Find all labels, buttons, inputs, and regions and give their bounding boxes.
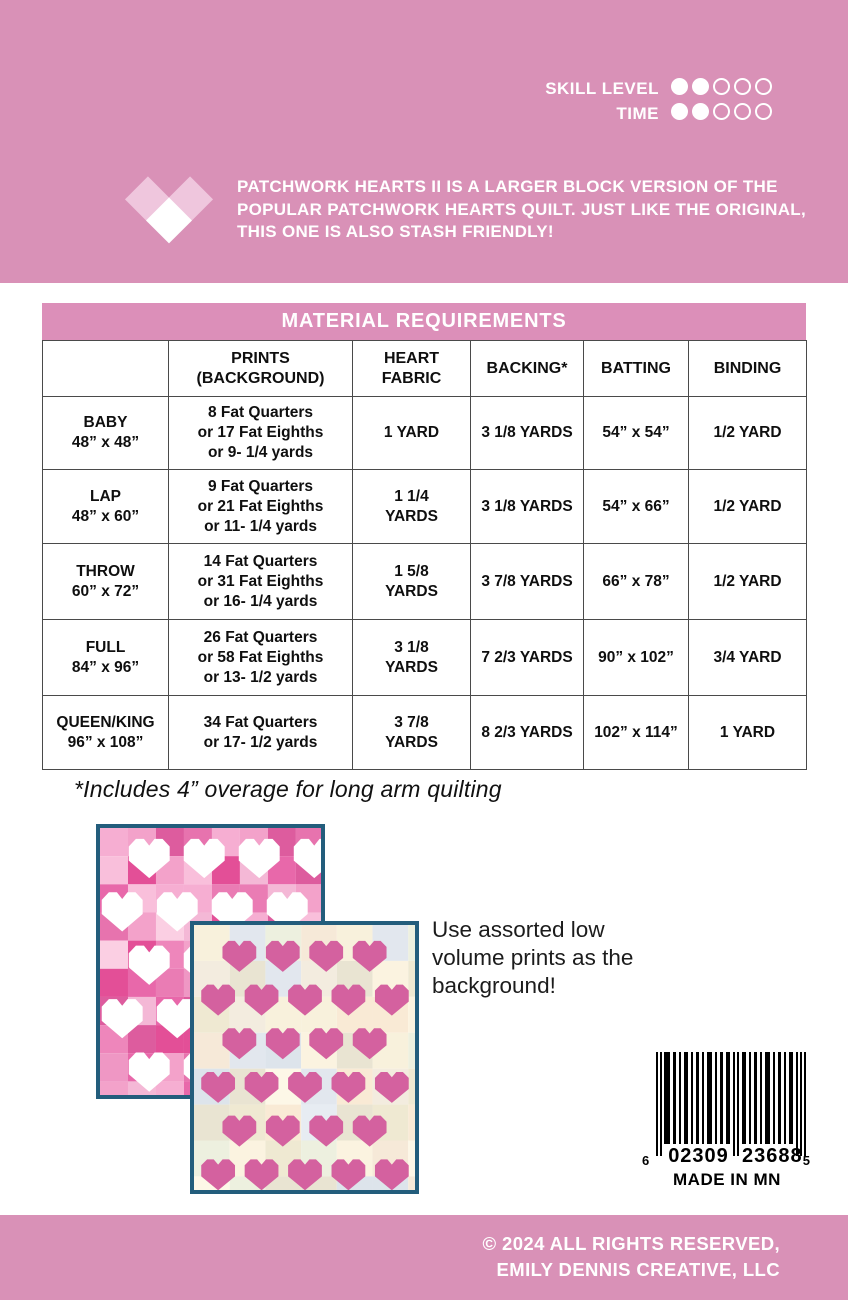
barcode-bars [656, 1052, 806, 1156]
backing-footnote: *Includes 4” overage for long arm quilti… [74, 776, 502, 802]
barcode-block: 6 02309 23688 5 MADE IN MN [642, 1052, 812, 1194]
prints-cell: 26 Fat Quarters or 58 Fat Eighths or 13-… [168, 619, 353, 696]
dot-empty-icon [755, 78, 772, 95]
rating-block: SKILL LEVEL TIME [545, 78, 772, 125]
dot-empty-icon [755, 103, 772, 120]
header-band: SKILL LEVEL TIME PATCHWORK HEARTS II IS … [0, 0, 848, 283]
col-header-heart-fabric: HEART FABRIC [352, 340, 471, 397]
binding-cell: 1/2 YARD [688, 543, 807, 620]
table-row-lap: LAP 48” x 60” 9 Fat Quarters or 21 Fat E… [42, 469, 807, 544]
prints-cell: 14 Fat Quarters or 31 Fat Eighths or 16-… [168, 543, 353, 620]
dot-filled-icon [671, 78, 688, 95]
copyright-line1: © 2024 ALL RIGHTS RESERVED, [482, 1233, 780, 1254]
quilt-image-low-volume-background [190, 921, 419, 1194]
size-cell: THROW 60” x 72” [42, 543, 169, 620]
barcode-right-digit: 5 [802, 1153, 810, 1168]
backing-cell: 3 1/8 YARDS [470, 396, 584, 470]
heart-fabric-cell: 1 5/8 YARDS [352, 543, 471, 620]
col-header-prints: PRINTS (BACKGROUND) [168, 340, 353, 397]
made-in-label: MADE IN MN [673, 1170, 781, 1189]
material-requirements-table: PRINTS (BACKGROUND) HEART FABRIC BACKING… [42, 340, 807, 770]
binding-cell: 1/2 YARD [688, 469, 807, 544]
skill-level-row: SKILL LEVEL [545, 78, 772, 100]
binding-cell: 1 YARD [688, 695, 807, 770]
size-cell: QUEEN/KING 96” x 108” [42, 695, 169, 770]
time-label: TIME [616, 104, 659, 123]
dot-empty-icon [713, 103, 730, 120]
batting-cell: 66” x 78” [583, 543, 689, 620]
batting-cell: 54” x 66” [583, 469, 689, 544]
heart-fabric-cell: 3 7/8 YARDS [352, 695, 471, 770]
backing-cell: 3 7/8 YARDS [470, 543, 584, 620]
size-cell: LAP 48” x 60” [42, 469, 169, 544]
time-dots [667, 103, 772, 125]
backing-cell: 3 1/8 YARDS [470, 469, 584, 544]
prints-cell: 8 Fat Quarters or 17 Fat Eighths or 9- 1… [168, 396, 353, 470]
dot-empty-icon [713, 78, 730, 95]
table-title: MATERIAL REQUIREMENTS [42, 303, 806, 340]
barcode-group2: 23688 [742, 1145, 803, 1167]
table-row-throw: THROW 60” x 72” 14 Fat Quarters or 31 Fa… [42, 543, 807, 620]
dot-empty-icon [734, 103, 751, 120]
binding-cell: 1/2 YARD [688, 396, 807, 470]
prints-cell: 34 Fat Quarters or 17- 1/2 yards [168, 695, 353, 770]
batting-cell: 102” x 114” [583, 695, 689, 770]
copyright-line2: EMILY DENNIS CREATIVE, LLC [496, 1259, 780, 1280]
binding-cell: 3/4 YARD [688, 619, 807, 696]
table-row-baby: BABY 48” x 48” 8 Fat Quarters or 17 Fat … [42, 396, 807, 470]
material-requirements-section: MATERIAL REQUIREMENTS PRINTS (BACKGROUND… [42, 303, 807, 770]
heart-fabric-cell: 1 YARD [352, 396, 471, 470]
table-header-row: PRINTS (BACKGROUND) HEART FABRIC BACKING… [42, 340, 807, 397]
table-row-queen-king: QUEEN/KING 96” x 108” 34 Fat Quarters or… [42, 695, 807, 770]
col-header-backing: BACKING* [470, 340, 584, 397]
barcode-left-digit: 6 [642, 1153, 650, 1168]
background-note: Use assorted low volume prints as the ba… [432, 917, 634, 998]
dot-empty-icon [734, 78, 751, 95]
size-cell: FULL 84” x 96” [42, 619, 169, 696]
patchwork-heart-logo-icon [124, 176, 214, 244]
size-cell: BABY 48” x 48” [42, 396, 169, 470]
dot-filled-icon [692, 78, 709, 95]
intro-description: PATCHWORK HEARTS II IS A LARGER BLOCK VE… [237, 177, 806, 241]
footer-band: © 2024 ALL RIGHTS RESERVED, EMILY DENNIS… [0, 1215, 848, 1300]
skill-level-dots [667, 78, 772, 100]
table-row-full: FULL 84” x 96” 26 Fat Quarters or 58 Fat… [42, 619, 807, 696]
dot-filled-icon [692, 103, 709, 120]
backing-cell: 7 2/3 YARDS [470, 619, 584, 696]
col-header-batting: BATTING [583, 340, 689, 397]
col-header-size [42, 340, 169, 397]
time-row: TIME [545, 103, 772, 125]
prints-cell: 9 Fat Quarters or 21 Fat Eighths or 11- … [168, 469, 353, 544]
batting-cell: 90” x 102” [583, 619, 689, 696]
heart-fabric-cell: 3 1/8 YARDS [352, 619, 471, 696]
barcode-group1: 02309 [668, 1145, 729, 1167]
skill-level-label: SKILL LEVEL [545, 79, 659, 98]
dot-filled-icon [671, 103, 688, 120]
heart-fabric-cell: 1 1/4 YARDS [352, 469, 471, 544]
col-header-binding: BINDING [688, 340, 807, 397]
quilt-front-graphic [194, 925, 415, 1190]
batting-cell: 54” x 54” [583, 396, 689, 470]
backing-cell: 8 2/3 YARDS [470, 695, 584, 770]
